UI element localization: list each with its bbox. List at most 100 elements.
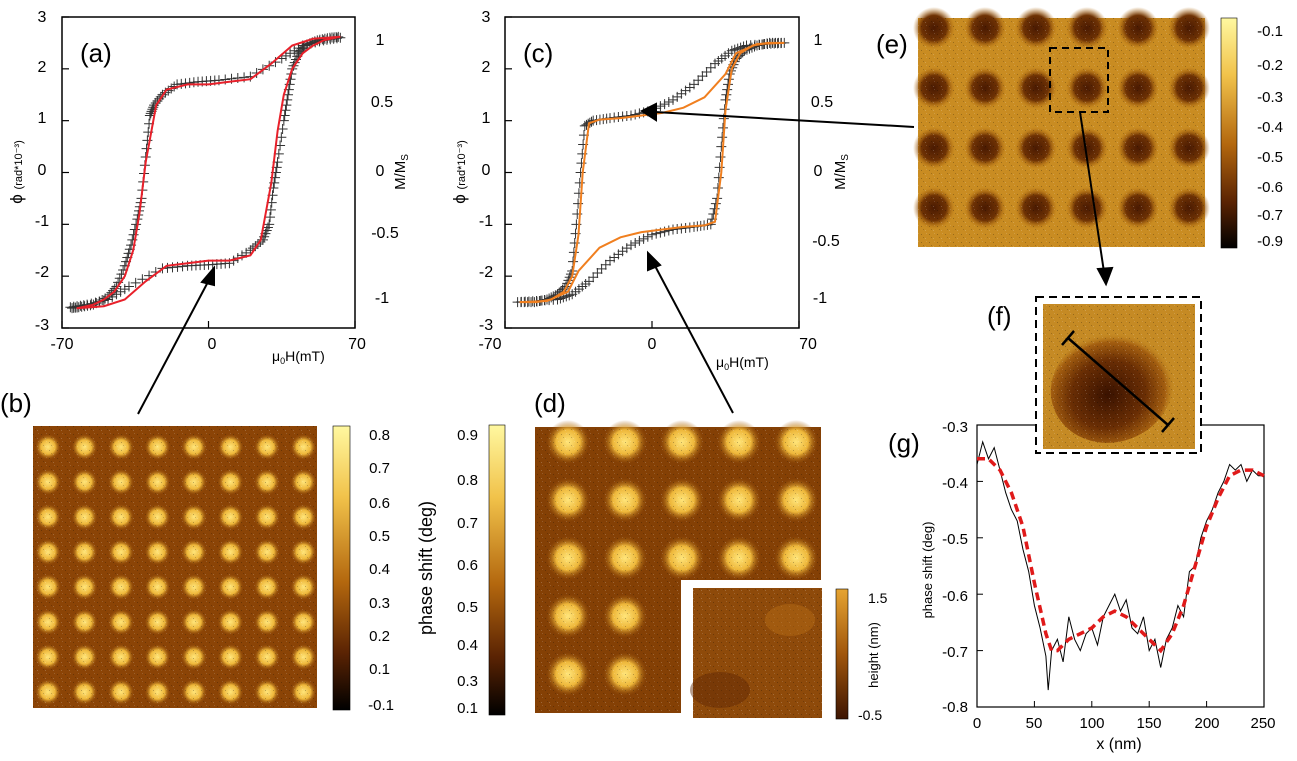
data-marker — [130, 277, 141, 288]
arrowhead — [647, 250, 662, 272]
colorbar-tick: -0.7 — [1257, 207, 1283, 224]
colorbar-tick: 0.5 — [369, 528, 390, 545]
data-marker — [659, 99, 670, 110]
colorbar-tick: -0.4 — [1257, 119, 1283, 136]
arrows — [137, 102, 1114, 415]
data-marker — [142, 135, 153, 146]
colorbar-b — [332, 425, 351, 711]
data-marker — [663, 225, 674, 236]
hysteresis-curves — [65, 31, 346, 314]
panel-f: (f) — [987, 296, 1202, 454]
y2-tick: 1 — [814, 32, 823, 49]
data-marker — [144, 110, 155, 121]
data-marker — [575, 167, 586, 178]
x-tick: 100 — [1079, 715, 1104, 732]
colorbar-tick: 0.3 — [457, 673, 478, 690]
fit-curve — [977, 457, 1265, 654]
arrowhead — [200, 265, 215, 287]
colorbar-tick: 0.5 — [457, 599, 478, 616]
x-tick: 70 — [348, 336, 366, 353]
x-tick: 200 — [1194, 715, 1219, 732]
y2-axis-label: M/MS — [392, 154, 411, 190]
data-marker — [626, 240, 636, 251]
zoom-frame — [1035, 296, 1202, 454]
y-axis-label: ϕ (rad*10⁻³) — [7, 140, 26, 203]
y-axis-label: ϕ (rad*10⁻³) — [450, 140, 469, 203]
panel-label: (g) — [888, 428, 920, 458]
panel-b: (b) 0.8 0.7 0.6 0.5 0.4 0.3 0.2 0.1 -0.1… — [0, 388, 436, 714]
colorbar-tick: -0.5 — [1257, 149, 1283, 166]
svg-text:phase shift (deg): phase shift (deg) — [416, 501, 436, 635]
plot-frame — [976, 424, 1265, 708]
colorbar-tick: 0.8 — [457, 472, 478, 489]
colorbar-tick: 0.3 — [369, 595, 390, 612]
arrow-d-to-c — [653, 263, 734, 414]
svg-text:M/MS: M/MS — [392, 154, 411, 190]
data-marker — [129, 224, 140, 235]
colorbar-tick: 0.8 — [369, 427, 390, 444]
x-tick: -70 — [478, 336, 501, 353]
y-tick: -3 — [35, 317, 49, 334]
data-marker — [123, 281, 134, 292]
y-tick: 1 — [38, 110, 47, 127]
data-marker — [574, 177, 585, 188]
profile-line-cap — [1161, 417, 1175, 433]
profile-line — [1067, 337, 1169, 426]
data-marker — [721, 89, 732, 100]
y-tick: -0.3 — [942, 419, 968, 436]
data-marker — [630, 109, 641, 120]
y-tick: -0.4 — [942, 475, 968, 492]
colorbar-tick: 0.4 — [369, 561, 390, 578]
y-axis-label: phase shift (deg) — [920, 522, 935, 619]
x-tick: 50 — [1026, 715, 1043, 732]
y2-tick: 0.5 — [811, 94, 833, 111]
data-marker — [128, 229, 139, 240]
panel-c: (c) 3 2 1 0 -1 -2 -3 1 0.5 0 -0.5 -1 -70… — [450, 9, 851, 372]
data-marker — [717, 132, 728, 143]
simulation-curve — [519, 41, 785, 304]
colorbar-tick: 0.6 — [369, 495, 390, 512]
y-tick: -1 — [35, 213, 49, 230]
panel-label: (a) — [80, 38, 112, 68]
colorbar-tick: -0.6 — [1257, 179, 1283, 196]
data-marker — [277, 123, 288, 134]
data-marker — [279, 110, 290, 121]
data-marker — [710, 58, 720, 69]
y2-tick: 0.5 — [371, 94, 393, 111]
data-marker — [188, 77, 199, 88]
colorbar-label: phase shift (deg) — [416, 501, 436, 635]
data-marker — [715, 151, 726, 162]
data-marker — [265, 212, 276, 223]
y2-axis-label: M/MS — [832, 154, 851, 190]
data-marker — [634, 235, 645, 246]
colorbar-tick: -0.5 — [858, 707, 882, 723]
data-marker — [600, 259, 611, 270]
svg-text:height (nm): height (nm) — [866, 622, 881, 688]
colorbar-tick: -0.3 — [1257, 89, 1283, 106]
simulation-curve — [76, 35, 341, 310]
x-tick: -70 — [50, 336, 73, 353]
x-tick: 250 — [1250, 715, 1275, 732]
colorbar-inset — [835, 588, 849, 720]
svg-text:ϕ (rad*10⁻³): ϕ (rad*10⁻³) — [450, 140, 469, 203]
y2-tick: 0 — [376, 163, 385, 180]
data-marker — [236, 250, 247, 261]
inset-shade — [690, 672, 750, 708]
colorbar-label: height (nm) — [866, 622, 881, 688]
data-marker — [278, 115, 289, 126]
data-marker — [668, 94, 678, 105]
colorbar-tick: -0.1 — [368, 697, 394, 714]
colorbar-tick: 0.4 — [457, 637, 478, 654]
y-tick: 3 — [482, 9, 491, 26]
data-marker — [693, 75, 704, 86]
y-tick: -0.5 — [942, 531, 968, 548]
data-marker — [714, 162, 725, 173]
y2-tick: -1 — [375, 290, 389, 307]
axis-ticks — [504, 16, 800, 329]
data-marker — [280, 105, 291, 116]
y2-tick: -0.5 — [371, 225, 399, 242]
colorbar-tick: 0.1 — [369, 661, 390, 678]
inset-shade — [765, 604, 815, 636]
y-tick: 2 — [482, 59, 491, 76]
y-tick: 1 — [482, 110, 491, 127]
